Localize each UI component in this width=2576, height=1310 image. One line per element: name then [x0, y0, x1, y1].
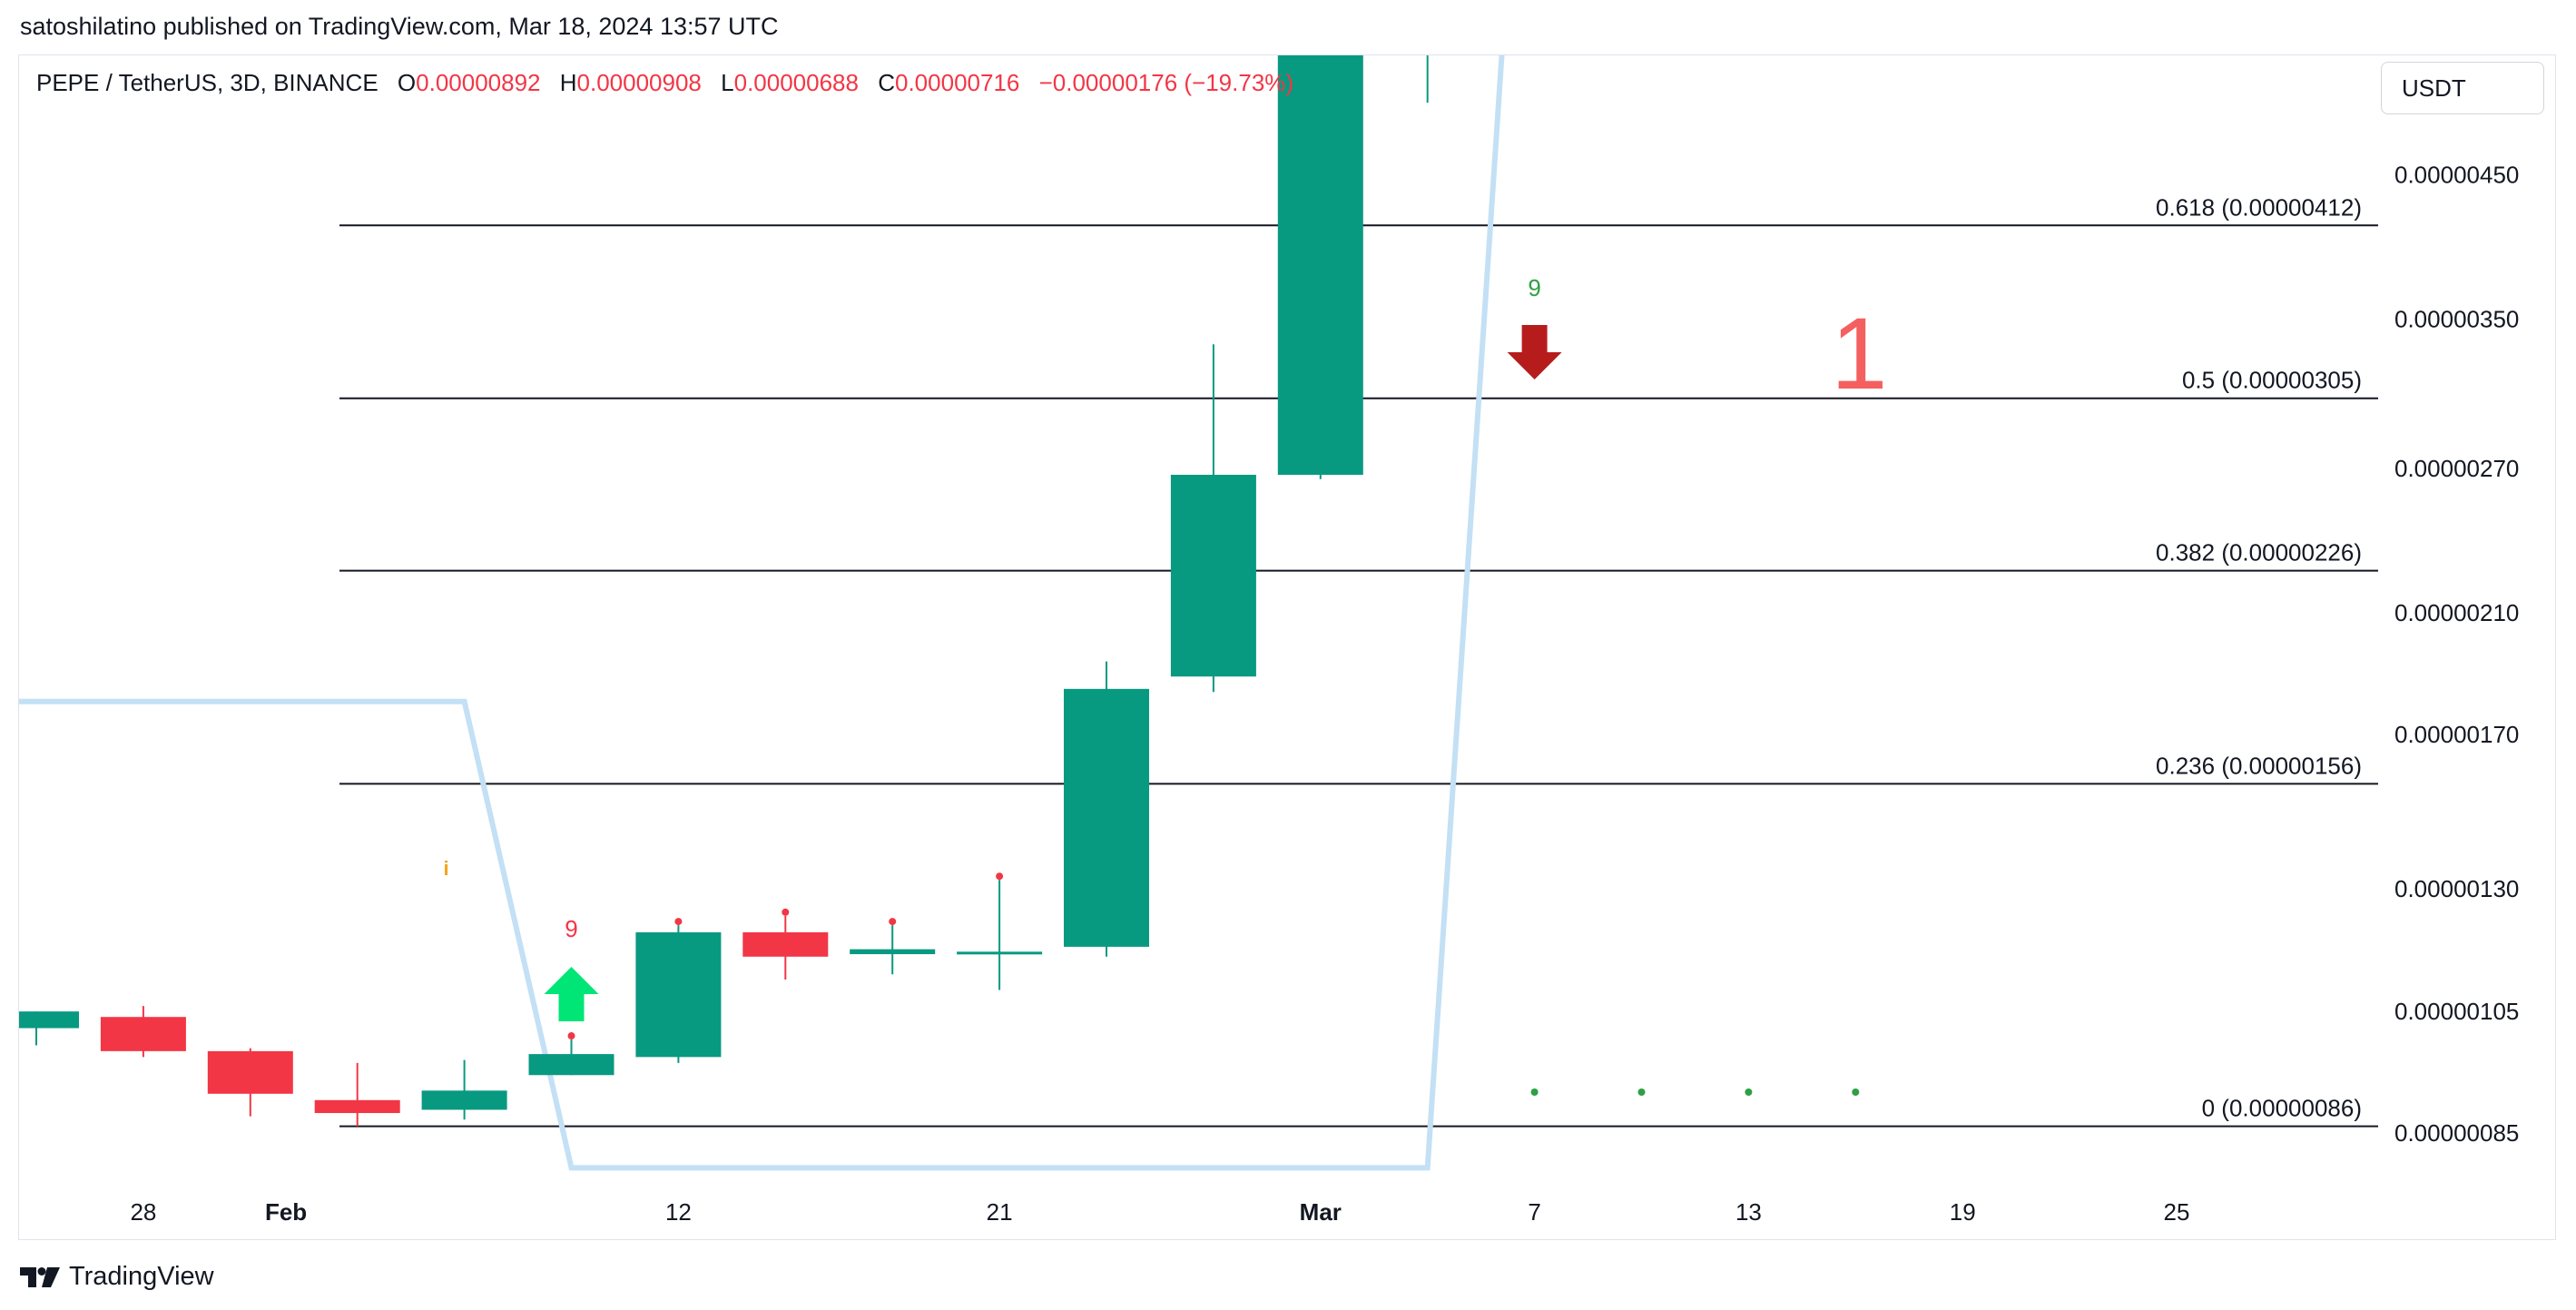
legend-low-label: L	[721, 69, 734, 96]
candle-body[interactable]	[850, 949, 936, 955]
x-axis-tick-label: 28	[130, 1198, 156, 1226]
signal-dot-green	[1530, 1088, 1539, 1096]
ohlc-legend: PEPE / TetherUS, 3D, BINANCE O0.00000892…	[36, 69, 1293, 97]
signal-dot-green	[1637, 1088, 1646, 1096]
legend-symbol[interactable]: PEPE / TetherUS, 3D, BINANCE	[36, 69, 379, 96]
sell-signal-arrow-icon	[1507, 325, 1562, 379]
candle-body[interactable]	[1064, 688, 1149, 947]
tradingview-logo-icon	[20, 1266, 60, 1287]
legend-low-value: 0.00000688	[733, 69, 859, 96]
buy-signal-arrow-icon	[544, 967, 599, 1021]
legend-open-label: O	[397, 69, 417, 96]
candle-body[interactable]	[957, 951, 1043, 955]
candle-body[interactable]	[1277, 9, 1363, 476]
legend-high-value: 0.00000908	[576, 69, 702, 96]
fib-level-label: 0.5 (0.00000305)	[2182, 367, 2362, 394]
x-axis-tick-label: 21	[987, 1198, 1013, 1226]
signal-dot-red	[996, 872, 1004, 881]
buy-signal-count-label: 9	[565, 915, 577, 942]
candle-body[interactable]	[314, 1099, 400, 1114]
sequential-count-label: 1	[1831, 297, 1887, 410]
y-axis-tick-label: 0.00000130	[2394, 875, 2519, 902]
stepped-indicator-line	[19, 55, 1505, 1171]
currency-selector[interactable]: USDT	[2381, 62, 2544, 114]
y-axis-tick-label: 0.00000270	[2394, 455, 2519, 482]
candle-body[interactable]	[742, 931, 829, 957]
candle-body[interactable]	[1385, 0, 1470, 9]
legend-close-label: C	[878, 69, 895, 96]
candle-body[interactable]	[0, 1011, 79, 1029]
y-axis-tick-label: 0.00000105	[2394, 998, 2519, 1025]
x-axis-tick-label: 7	[1528, 1198, 1540, 1226]
tradingview-logo[interactable]: TradingView	[20, 1262, 214, 1292]
chart-frame	[18, 54, 2556, 1240]
signal-dot-green	[1852, 1088, 1860, 1096]
x-axis-tick-label: Feb	[265, 1198, 307, 1226]
y-axis-tick-label: 0.00000450	[2394, 161, 2519, 188]
candle-body[interactable]	[528, 1054, 615, 1076]
fib-level-label: 0.382 (0.00000226)	[2156, 539, 2362, 566]
legend-high-label: H	[559, 69, 577, 96]
candle-body[interactable]	[1170, 475, 1256, 677]
tradingview-brand: TradingView	[69, 1262, 214, 1291]
fib-level-label: 0.618 (0.00000412)	[2156, 193, 2362, 221]
fib-level-label: 0.236 (0.00000156)	[2156, 752, 2362, 779]
candle-body[interactable]	[635, 931, 722, 1058]
signal-dot-red	[889, 918, 897, 926]
y-axis-tick-label: 0.00000085	[2394, 1119, 2519, 1147]
x-axis-tick-label: 12	[665, 1198, 692, 1226]
sell-signal-count-label: 9	[1528, 274, 1540, 301]
candle-body[interactable]	[421, 1090, 507, 1110]
y-axis-tick-label: 0.00000210	[2394, 599, 2519, 626]
x-axis-tick-label: 19	[1950, 1198, 1976, 1226]
legend-close-value: 0.00000716	[895, 69, 1020, 96]
info-marker-icon[interactable]: i	[444, 857, 449, 880]
y-axis-tick-label: 0.00000350	[2394, 306, 2519, 333]
signal-dot-red	[674, 918, 683, 926]
signal-dot-green	[1745, 1088, 1753, 1096]
x-axis-tick-label: 13	[1735, 1198, 1762, 1226]
legend-change: −0.00000176 (−19.73%)	[1038, 69, 1294, 96]
publisher-line: satoshilatino published on TradingView.c…	[20, 13, 779, 40]
x-axis-tick-label: Mar	[1300, 1198, 1342, 1226]
signal-dot-red	[567, 1032, 575, 1040]
legend-open-value: 0.00000892	[416, 69, 541, 96]
candle-body[interactable]	[207, 1050, 293, 1094]
signal-dot-red	[782, 908, 790, 916]
fib-level-label: 0 (0.00000086)	[2202, 1095, 2362, 1122]
x-axis-tick-label: 25	[2164, 1198, 2190, 1226]
y-axis-tick-label: 0.00000170	[2394, 721, 2519, 748]
candle-body[interactable]	[100, 1017, 186, 1051]
